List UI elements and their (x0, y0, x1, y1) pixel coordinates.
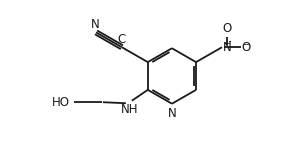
Text: N: N (222, 41, 231, 54)
Text: NH: NH (121, 103, 139, 116)
Text: O: O (223, 22, 232, 35)
Text: +: + (223, 39, 230, 48)
Text: HO: HO (52, 96, 70, 109)
Text: N: N (168, 107, 176, 120)
Text: −: − (242, 39, 250, 48)
Text: O: O (242, 41, 251, 54)
Text: N: N (91, 18, 99, 31)
Text: C: C (118, 33, 126, 46)
